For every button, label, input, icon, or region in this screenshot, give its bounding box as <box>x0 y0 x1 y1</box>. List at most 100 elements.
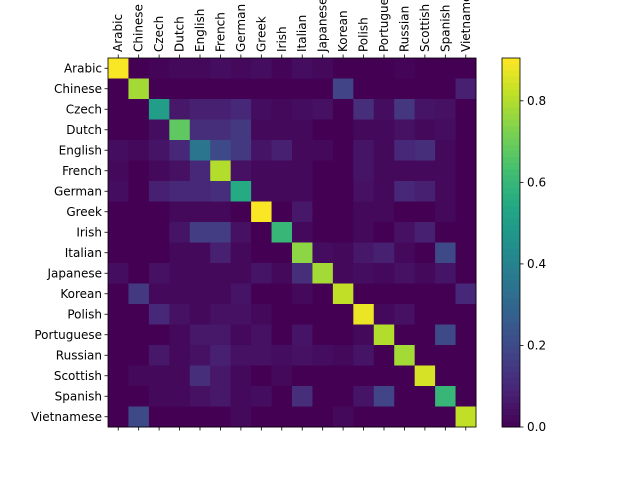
heatmap-cell <box>210 119 232 141</box>
heatmap-cell <box>148 58 170 79</box>
x-tick-label: French <box>213 12 227 52</box>
heatmap-cell <box>251 283 273 305</box>
heatmap-cell <box>394 140 416 161</box>
y-tick-label: Vietnamese <box>31 410 102 424</box>
colorbar-swatch <box>502 273 520 280</box>
colorbar-swatch <box>502 162 520 170</box>
heatmap-cell <box>332 160 354 182</box>
heatmap-cell <box>271 406 293 428</box>
heatmap-cell <box>394 406 416 428</box>
heatmap-cell <box>251 119 273 141</box>
x-tick-label: Scottish <box>418 4 432 52</box>
x-tick-label: Dutch <box>173 16 187 52</box>
heatmap-cell <box>292 263 313 284</box>
heatmap-cell <box>455 119 477 141</box>
colorbar-swatch <box>502 193 520 200</box>
colorbar-swatch <box>502 328 520 336</box>
colorbar-swatch <box>502 101 520 108</box>
heatmap-cell <box>189 160 211 182</box>
heatmap-cell <box>435 324 457 346</box>
heatmap-cell <box>128 324 150 346</box>
y-tick-label: French <box>62 164 102 178</box>
colorbar-tick-label: 0.6 <box>527 175 546 189</box>
colorbar-swatch <box>502 304 520 311</box>
heatmap-cell <box>373 160 395 182</box>
colorbar-swatch <box>502 371 520 379</box>
heatmap-cell <box>455 99 477 120</box>
heatmap-cell <box>169 386 191 407</box>
y-tick-label: Japanese <box>47 266 103 280</box>
heatmap-cell <box>148 345 170 366</box>
heatmap-cell <box>414 181 436 202</box>
heatmap-cell <box>169 181 191 202</box>
heatmap-cell <box>312 201 334 223</box>
colorbar-swatch <box>502 260 520 268</box>
colorbar-swatch <box>502 248 520 256</box>
heatmap-cell <box>128 140 150 161</box>
heatmap-cell <box>210 386 232 407</box>
heatmap-cell <box>271 263 293 284</box>
heatmap-cell <box>148 283 170 305</box>
heatmap-cell <box>332 386 354 407</box>
colorbar-swatch <box>502 365 520 373</box>
heatmap-cell <box>108 345 129 366</box>
heatmap-cell <box>414 365 436 387</box>
heatmap-cell <box>373 242 395 264</box>
heatmap-cell <box>414 222 436 243</box>
heatmap-cell <box>210 181 232 202</box>
heatmap-cell <box>292 201 313 223</box>
y-tick-label: Irish <box>76 225 102 239</box>
heatmap-cell <box>148 263 170 284</box>
x-tick-label: Chinese <box>132 4 146 52</box>
heatmap-cell <box>373 365 395 387</box>
heatmap-cell <box>353 365 375 387</box>
heatmap-cell <box>373 201 395 223</box>
heatmap-cell <box>251 324 273 346</box>
heatmap-cell <box>271 78 293 100</box>
heatmap-cell <box>210 283 232 305</box>
heatmap-cell <box>189 78 211 100</box>
heatmap-cell <box>435 140 457 161</box>
heatmap-cell <box>292 324 313 346</box>
heatmap-cell <box>414 242 436 264</box>
heatmap-cell <box>271 242 293 264</box>
heatmap-cell <box>108 242 129 264</box>
heatmap-cell <box>455 160 477 182</box>
heatmap-cell <box>108 406 129 428</box>
colorbar-swatch <box>502 291 520 299</box>
heatmap-cell <box>455 222 477 243</box>
colorbar-swatch <box>502 297 520 305</box>
heatmap-cell <box>230 140 252 161</box>
heatmap-cell <box>435 181 457 202</box>
heatmap-cell <box>332 406 354 428</box>
colorbar-swatch <box>502 187 520 194</box>
heatmap-cell <box>189 386 211 407</box>
x-tick-label: English <box>193 9 207 52</box>
heatmap-cell <box>414 201 436 223</box>
heatmap-cell <box>169 263 191 284</box>
colorbar-swatch <box>502 150 520 157</box>
heatmap-cell <box>169 58 191 79</box>
heatmap-cell <box>210 406 232 428</box>
colorbar-frame <box>501 57 521 428</box>
heatmap-cell <box>332 324 354 346</box>
heatmap-cell <box>210 324 232 346</box>
heatmap-cell <box>189 201 211 223</box>
heatmap-cell <box>435 365 457 387</box>
heatmap-cell <box>251 304 273 325</box>
heatmap-cell <box>230 181 252 202</box>
heatmap-cell <box>230 283 252 305</box>
heatmap-cell <box>189 140 211 161</box>
heatmap-cell <box>128 304 150 325</box>
heatmap-cell <box>455 406 477 428</box>
colorbar-tick-label: 0.4 <box>527 257 546 271</box>
colorbar-swatch <box>502 310 520 317</box>
heatmap-cell <box>251 406 273 428</box>
heatmap-cell <box>251 365 273 387</box>
y-tick-label: Italian <box>65 246 102 260</box>
heatmap-cell <box>128 181 150 202</box>
heatmap-cell <box>292 304 313 325</box>
heatmap-cell <box>455 201 477 223</box>
colorbar-swatch <box>502 168 520 176</box>
